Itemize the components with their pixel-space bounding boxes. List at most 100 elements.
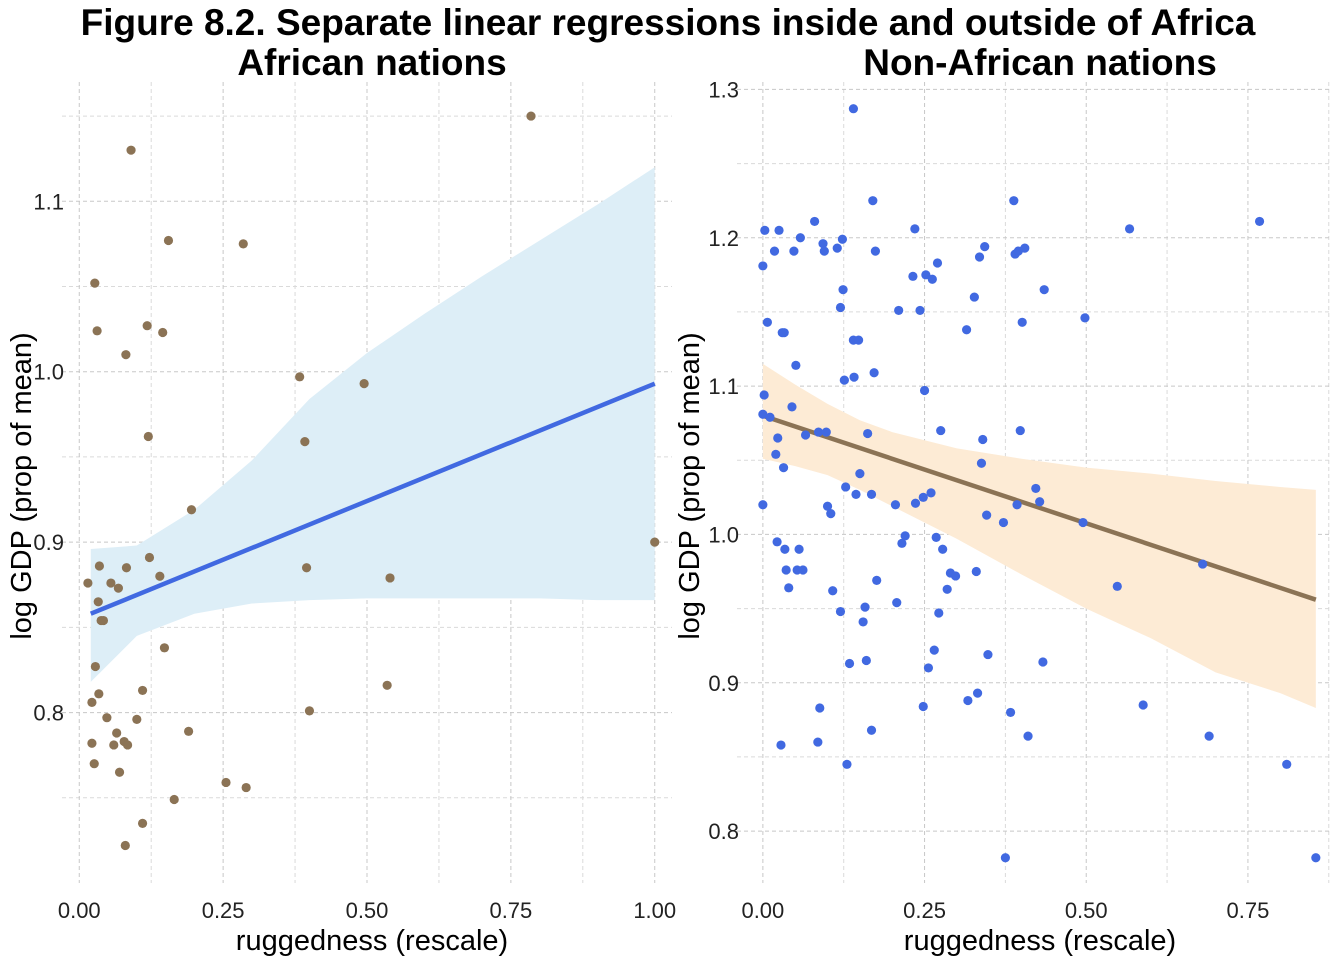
panel-title-non-african: Non-African nations: [863, 42, 1217, 83]
x-tick-label: 0.25: [202, 898, 245, 923]
data-point: [983, 649, 993, 660]
y-tick-label: 1.1: [708, 374, 739, 399]
data-point: [120, 840, 130, 851]
y-tick-label: 0.9: [33, 530, 64, 555]
data-point: [779, 328, 789, 338]
data-point: [159, 643, 170, 653]
data-point: [892, 598, 902, 608]
fit-line-non-african: [762, 413, 1317, 602]
data-point: [971, 566, 981, 577]
data-point: [961, 325, 972, 335]
data-point: [1080, 313, 1090, 323]
data-point: [791, 360, 801, 370]
data-point: [93, 597, 103, 607]
data-point: [98, 615, 109, 626]
data-point: [137, 685, 148, 696]
data-point: [897, 538, 907, 548]
x-axis-label-african: ruggedness (rescale): [236, 925, 508, 957]
data-point: [837, 234, 848, 244]
data-point: [861, 655, 871, 666]
data-point: [838, 285, 848, 295]
data-point: [863, 428, 873, 439]
data-point: [1204, 731, 1214, 741]
confidence-band-african: [90, 167, 655, 682]
y-tick-label: 1.1: [33, 189, 64, 214]
data-point: [137, 818, 148, 828]
data-point: [821, 427, 831, 437]
regression-line-non-african: [762, 413, 1317, 602]
data-point: [963, 695, 973, 706]
x-ticks-african: 0.00 0.25 0.50 0.75 1.00: [58, 898, 676, 923]
data-point: [121, 350, 131, 360]
data-point: [169, 794, 179, 805]
data-point: [798, 565, 808, 575]
data-point: [998, 517, 1009, 528]
y-tick-label: 1.0: [33, 360, 64, 385]
data-point: [304, 706, 315, 716]
x-tick-label: 0.75: [489, 898, 532, 923]
data-point: [771, 449, 781, 459]
data-point: [94, 689, 104, 699]
data-point: [90, 278, 100, 288]
data-point: [1112, 581, 1122, 591]
data-point: [769, 246, 780, 256]
data-point: [789, 246, 799, 256]
data-point: [1138, 700, 1148, 710]
data-point: [795, 233, 805, 243]
data-point: [800, 430, 811, 440]
data-point: [866, 725, 877, 735]
data-point: [844, 658, 855, 669]
data-point: [132, 714, 142, 724]
data-point: [1254, 216, 1265, 227]
data-point: [1198, 559, 1208, 569]
data-point: [828, 586, 838, 596]
data-point: [1039, 285, 1049, 295]
data-point: [976, 458, 987, 468]
x-ticks-non-african: 0.00 0.25 0.50 0.75: [741, 898, 1269, 923]
data-point: [1031, 483, 1041, 494]
x-axis-label-non-african: ruggedness (rescale): [904, 925, 1176, 957]
data-point: [526, 111, 536, 121]
data-point: [853, 335, 864, 345]
panel-african-nations: African nations 0.00 0.25 0.50 0.75 1.00 0.8…: [6, 42, 676, 957]
data-point: [918, 701, 928, 712]
data-point: [787, 402, 797, 412]
band-non-african: [762, 363, 1316, 708]
data-point: [765, 412, 775, 422]
figure-title: Figure 8.2. Separate linear regressions …: [81, 2, 1256, 43]
data-point: [860, 602, 870, 612]
data-point: [851, 489, 861, 499]
data-point: [870, 246, 881, 256]
data-point: [83, 578, 93, 588]
data-point: [890, 500, 901, 510]
data-point: [841, 482, 851, 492]
x-tick-label: 0.00: [58, 898, 101, 923]
data-point: [221, 777, 231, 788]
data-point: [1005, 707, 1016, 718]
data-point: [784, 583, 794, 593]
data-point: [155, 571, 165, 581]
data-point: [1015, 425, 1025, 436]
data-point: [934, 608, 944, 618]
data-point: [1017, 317, 1027, 327]
panel-non-african-nations: Non-African nations 0.00 0.25 0.50 0.75 0.8…: [674, 42, 1332, 957]
points-non-african: [758, 104, 1321, 863]
x-tick-label: 0.50: [346, 898, 389, 923]
data-point: [301, 563, 312, 573]
data-point: [974, 252, 985, 262]
data-point: [923, 663, 934, 673]
data-point: [931, 532, 941, 542]
data-point: [650, 537, 660, 547]
data-point: [758, 500, 768, 510]
data-point: [772, 537, 782, 547]
data-point: [186, 505, 197, 515]
data-point: [921, 270, 931, 280]
data-point: [894, 305, 904, 316]
data-point: [919, 385, 930, 396]
data-point: [822, 501, 833, 511]
x-tick-label: 0.25: [903, 898, 946, 923]
data-point: [936, 425, 946, 436]
data-point: [113, 583, 123, 593]
data-point: [926, 488, 936, 498]
